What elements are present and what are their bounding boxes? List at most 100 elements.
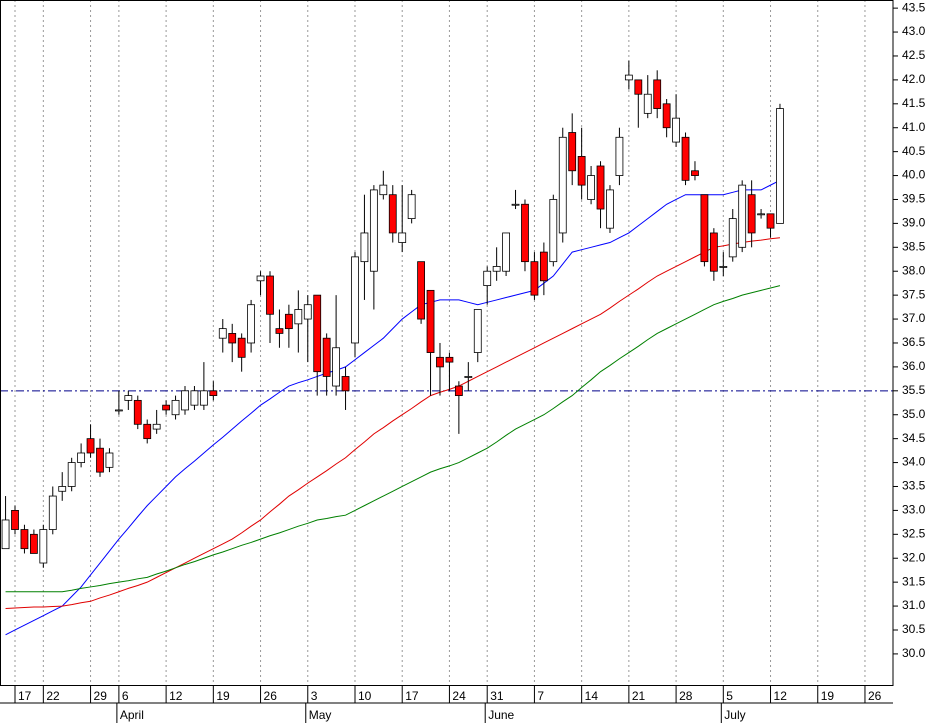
x-tick-label: 10 xyxy=(358,689,372,703)
candle-body xyxy=(577,156,586,186)
candle-body xyxy=(521,203,529,263)
candle-body xyxy=(313,294,322,373)
candle-body xyxy=(766,213,775,229)
candle-body xyxy=(511,203,520,206)
x-tick-label: 17 xyxy=(405,689,419,703)
candle-body xyxy=(284,313,293,330)
candle-body xyxy=(700,194,709,263)
candle-body xyxy=(483,270,492,286)
candle-body xyxy=(218,328,227,339)
candle-body xyxy=(738,184,747,248)
candle-body xyxy=(209,390,218,396)
candle-body xyxy=(360,232,369,263)
x-tick-label: 5 xyxy=(726,689,733,703)
y-tick-label: 40.5 xyxy=(902,144,926,158)
candle-body xyxy=(266,275,274,315)
candle-body xyxy=(351,256,359,344)
candle-body xyxy=(445,356,454,363)
candle-body xyxy=(162,404,171,411)
candle-body xyxy=(341,376,350,392)
candle-body xyxy=(558,136,567,234)
candle-body xyxy=(369,189,378,272)
candle-body xyxy=(672,117,680,143)
candle-body xyxy=(247,304,256,344)
x-tick-label: 31 xyxy=(490,689,504,703)
candle-body xyxy=(105,452,114,468)
candle-body xyxy=(294,309,303,325)
candle-body xyxy=(681,136,690,181)
moving-average-line xyxy=(5,285,781,593)
y-tick-label: 33.5 xyxy=(902,479,926,493)
candle-body xyxy=(67,462,76,487)
candle-body xyxy=(237,337,246,358)
candle-body xyxy=(190,390,199,406)
candle-body xyxy=(719,266,728,268)
candle-body xyxy=(379,184,388,196)
candle-body xyxy=(454,385,463,396)
candle-body xyxy=(133,399,142,425)
candle-body xyxy=(539,251,548,282)
candle-body xyxy=(492,266,501,272)
candle-body xyxy=(643,93,652,114)
x-tick-label: 3 xyxy=(311,689,318,703)
candle-body xyxy=(502,232,510,272)
x-tick-label: 21 xyxy=(632,689,646,703)
candle-body xyxy=(407,194,416,220)
moving-average-line xyxy=(5,237,781,609)
candle-body xyxy=(426,289,435,353)
y-tick-label: 36.5 xyxy=(902,335,926,349)
candle-body xyxy=(77,452,86,463)
y-tick-label: 43.5 xyxy=(902,0,926,14)
candle-body xyxy=(256,275,265,282)
candle-body xyxy=(96,447,104,473)
y-tick-label: 31.0 xyxy=(902,598,926,612)
y-tick-label: 41.5 xyxy=(902,96,926,110)
y-tick-label: 41.0 xyxy=(902,120,926,134)
month-label: June xyxy=(488,708,514,722)
candle-body xyxy=(634,79,643,95)
x-tick-label: 26 xyxy=(868,689,882,703)
y-tick-label: 40.0 xyxy=(902,168,926,182)
candle-body xyxy=(332,347,341,387)
x-tick-label: 12 xyxy=(169,689,183,703)
candle-body xyxy=(11,510,19,530)
candle-body xyxy=(757,213,765,216)
x-tick-label: 19 xyxy=(216,689,230,703)
candle-body xyxy=(114,409,123,412)
candle-body xyxy=(1,519,10,550)
x-tick-label: 24 xyxy=(452,689,466,703)
candle-body xyxy=(615,136,624,176)
y-tick-label: 42.5 xyxy=(902,48,926,62)
candle-body xyxy=(275,328,284,334)
candle-body xyxy=(691,170,699,176)
month-label: July xyxy=(724,708,745,722)
candle-body xyxy=(662,103,671,129)
candle-body xyxy=(181,390,189,411)
y-tick-label: 33.0 xyxy=(902,503,926,517)
y-tick-label: 34.0 xyxy=(902,455,926,469)
month-label: May xyxy=(309,708,332,722)
y-tick-label: 42.0 xyxy=(902,72,926,86)
candle-body xyxy=(39,529,48,564)
candle-body xyxy=(473,309,482,353)
candle-body xyxy=(171,399,180,416)
candle-body xyxy=(606,189,614,229)
candle-body xyxy=(228,333,237,344)
candle-body xyxy=(29,533,38,554)
month-label: April xyxy=(120,708,144,722)
candle-body xyxy=(48,495,57,530)
candle-body xyxy=(436,356,444,368)
x-tick-label: 26 xyxy=(264,689,278,703)
candle-body xyxy=(568,132,577,172)
candle-body xyxy=(653,79,662,109)
y-tick-label: 31.5 xyxy=(902,574,926,588)
y-tick-label: 30.5 xyxy=(902,622,926,636)
candle-body xyxy=(199,390,208,406)
y-tick-label: 43.0 xyxy=(902,24,926,38)
y-tick-label: 37.0 xyxy=(902,311,926,325)
candle-body xyxy=(398,232,407,243)
y-tick-label: 32.0 xyxy=(902,550,926,564)
candle-body xyxy=(322,337,331,377)
